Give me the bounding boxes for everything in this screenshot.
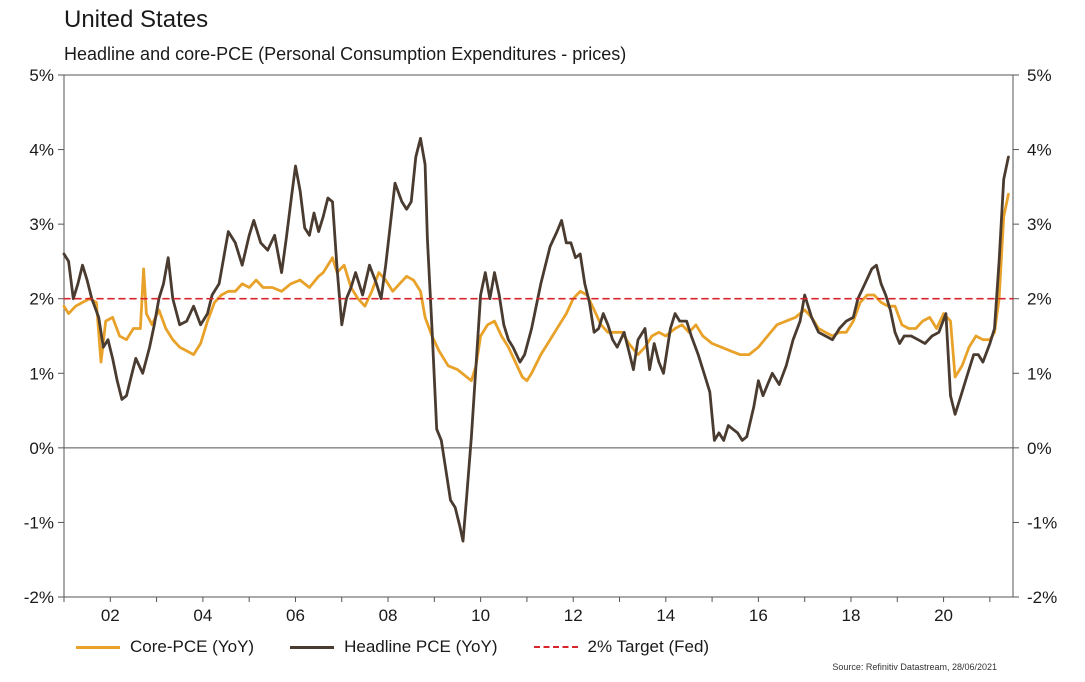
core-pce-line <box>62 192 1010 383</box>
x-tick-label: 14 <box>656 606 675 625</box>
y-tick-label-left: 1% <box>29 364 54 383</box>
y-tick-label-left: 2% <box>29 290 54 309</box>
legend-label-headline: Headline PCE (YoY) <box>344 637 498 656</box>
y-tick-label-left: -2% <box>24 588 54 607</box>
y-tick-label-left: 0% <box>29 439 54 458</box>
y-tick-label-left: 5% <box>29 66 54 85</box>
legend-swatch-core <box>76 645 120 649</box>
y-tick-label-right: 5% <box>1027 66 1052 85</box>
legend-swatch-target <box>533 646 578 648</box>
chart-subtitle: Headline and core-PCE (Personal Consumpt… <box>64 44 627 64</box>
chart-title: United States <box>64 6 209 33</box>
x-tick-label: 08 <box>379 606 398 625</box>
y-tick-label-right: 2% <box>1027 290 1052 309</box>
y-tick-label-right: 1% <box>1027 364 1052 383</box>
legend-item-target: 2% Target (Fed) <box>533 637 710 657</box>
plot-frame <box>63 74 1014 598</box>
legend-item-headline: Headline PCE (YoY) <box>290 637 498 657</box>
y-tick-label-right: 0% <box>1027 439 1052 458</box>
x-tick-label: 18 <box>842 606 861 625</box>
x-tick-label: 12 <box>564 606 583 625</box>
y-tick-label-left: 3% <box>29 215 54 234</box>
legend-label-core: Core-PCE (YoY) <box>130 637 255 656</box>
x-tick-label: 02 <box>101 606 120 625</box>
x-tick-label: 04 <box>193 606 212 625</box>
x-tick-label: 20 <box>934 606 953 625</box>
legend-swatch-headline <box>290 645 335 649</box>
y-tick-label-left: 4% <box>29 141 54 160</box>
x-tick-label: 16 <box>749 606 768 625</box>
x-tick-label: 06 <box>286 606 305 625</box>
legend-item-core: Core-PCE (YoY) <box>76 637 254 657</box>
y-tick-label-left: -1% <box>24 513 54 532</box>
y-tick-label-right: 4% <box>1027 141 1052 160</box>
chart-legend: Core-PCE (YoY) Headline PCE (YoY) 2% Tar… <box>76 637 745 657</box>
y-tick-label-right: -1% <box>1027 513 1057 532</box>
legend-label-target: 2% Target (Fed) <box>587 637 710 656</box>
y-tick-label-right: -2% <box>1027 588 1057 607</box>
y-tick-label-right: 3% <box>1027 215 1052 234</box>
headline-pce-line <box>62 137 1010 543</box>
source-note: Source: Refinitiv Datastream, 28/06/2021 <box>832 662 997 672</box>
x-tick-label: 10 <box>471 606 490 625</box>
